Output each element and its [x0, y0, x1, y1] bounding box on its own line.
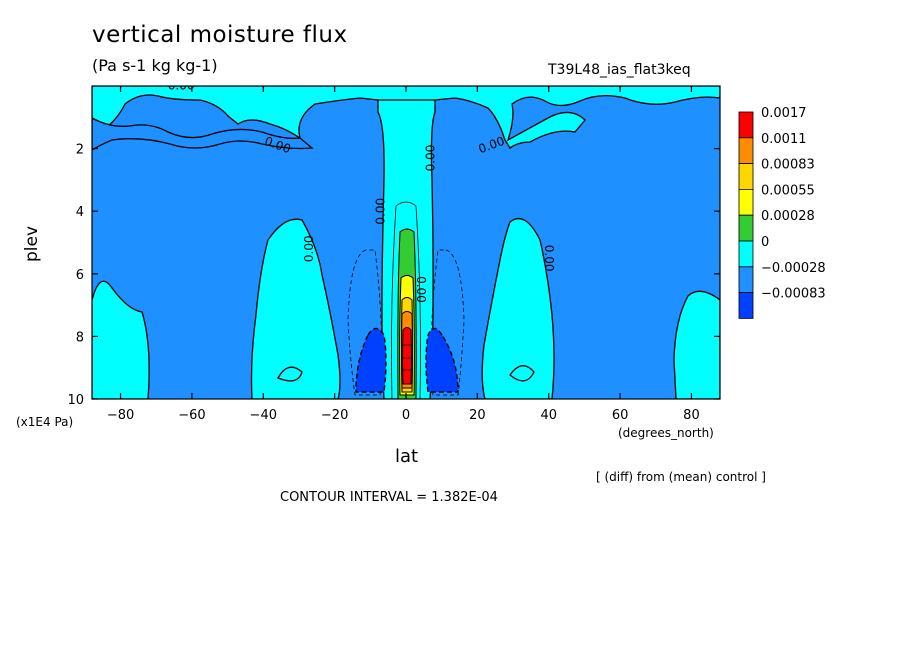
legend-label: −0.00028	[761, 261, 826, 276]
legend-label: 0.0011	[761, 132, 807, 147]
right-zero-lobe	[481, 217, 555, 399]
right-negative-minimum	[425, 327, 459, 393]
upper-left-negative-lobe	[92, 117, 314, 151]
upper-zero-band	[92, 86, 720, 149]
legend-swatch	[738, 292, 754, 319]
right-edge-zero-region	[673, 290, 720, 399]
y-tick-label: 10	[67, 393, 84, 408]
run-label: T39L48_ias_flat3keq	[548, 62, 691, 78]
contour-label: 0.00	[168, 79, 195, 93]
contour-interval: CONTOUR INTERVAL = 1.382E-04	[280, 490, 498, 505]
x-axis-unit: (degrees_north)	[618, 426, 714, 440]
contour-label: 0.00	[302, 235, 316, 262]
legend-swatch	[738, 240, 754, 268]
y-tick-label: 8	[76, 330, 84, 345]
legend-label: −0.00083	[761, 287, 826, 302]
x-tick-label: 60	[612, 408, 629, 423]
legend-swatch	[738, 266, 754, 293]
contour-label: 0.00	[423, 145, 437, 172]
x-tick-label: −60	[178, 408, 205, 423]
y-axis: 2 4 6 8 10	[67, 143, 720, 408]
positive-outer-contour	[391, 201, 421, 399]
left-edge-zero-region	[92, 280, 150, 399]
contour-label: 0.00	[542, 245, 556, 272]
contour-label: 0.00	[374, 198, 388, 225]
legend-swatch	[738, 111, 754, 139]
legend-label: 0	[761, 235, 769, 250]
left-negative-thin-contour	[347, 249, 383, 396]
y-tick-label: 6	[76, 268, 84, 283]
red-plume-maximum	[402, 327, 412, 385]
chart-units: (Pa s-1 kg kg-1)	[92, 56, 218, 75]
legend-swatch	[738, 188, 754, 216]
right-small-closed-contour	[509, 365, 535, 382]
diff-note: [ (diff) from (mean) control ]	[596, 470, 766, 484]
y-tick-label: 2	[76, 143, 84, 158]
x-tick-label: 20	[469, 408, 486, 423]
chart-title: vertical moisture flux	[92, 22, 348, 48]
x-tick-label: −40	[250, 408, 277, 423]
legend-label: 0.0017	[761, 106, 807, 121]
left-zero-lobe	[250, 218, 341, 399]
right-negative-thin-contour	[430, 249, 465, 396]
legend-label: 0.00083	[761, 158, 815, 173]
color-legend: 0.0017 0.0011 0.00083 0.00055 0.00028 0 −0.000…	[738, 106, 826, 319]
contour-label: 0.00	[414, 276, 428, 303]
x-tick-label: 40	[540, 408, 557, 423]
contour-labels: 0.000.00 0.000.000.000.00 0.000.00	[168, 79, 556, 303]
y-tick-label: 4	[76, 205, 84, 220]
x-tick-label: 80	[683, 408, 700, 423]
contour-fill-layer: 0.000.00 0.000.000.000.00 0.000.00	[92, 79, 720, 399]
left-small-closed-contour	[277, 366, 303, 382]
y-axis-unit: (x1E4 Pa)	[16, 415, 74, 429]
legend-swatch	[738, 163, 754, 190]
x-axis: −80 −60 −40 −20 0 20 40 60 80	[107, 86, 700, 423]
legend-label: 0.00055	[761, 183, 815, 198]
legend-swatch	[738, 137, 754, 165]
x-tick-label: −80	[107, 408, 134, 423]
legend-label: 0.00028	[761, 209, 815, 224]
x-tick-label: 0	[402, 408, 410, 423]
left-negative-minimum	[355, 327, 387, 393]
x-axis-label: lat	[395, 446, 419, 467]
x-tick-label: −20	[321, 408, 348, 423]
legend-swatch	[738, 214, 754, 242]
